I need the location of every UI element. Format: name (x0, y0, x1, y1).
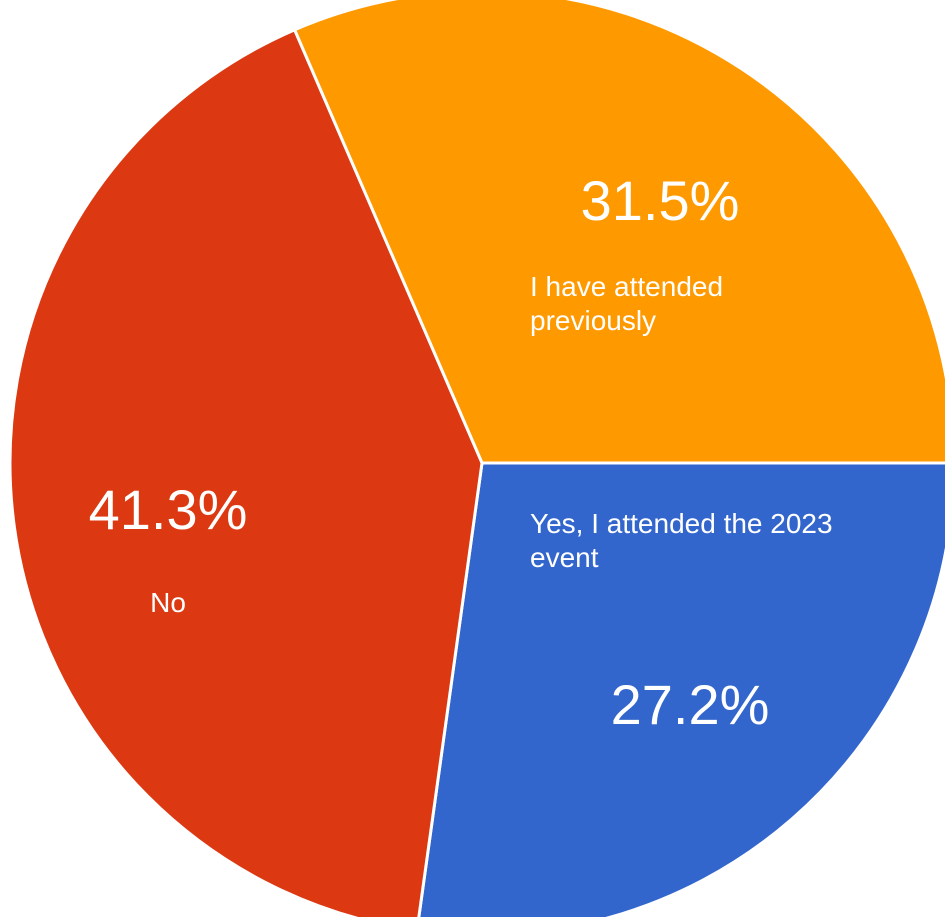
slice-percent-label-previously: 31.5% (581, 169, 740, 232)
slice-percent-label-no: 41.3% (89, 478, 248, 541)
slice-category-label-2023-line-2: event (530, 542, 599, 573)
slice-category-label-previously-line-1: I have attended (530, 271, 723, 302)
slice-category-label-no: No (150, 587, 186, 618)
pie-slice-2023 (417, 461, 945, 917)
pie-slice-no (8, 28, 484, 917)
pie-slice-previously (293, 0, 945, 465)
slice-percent-label-2023: 27.2% (611, 673, 770, 736)
slice-category-label-previously: I have attended previously (530, 271, 731, 336)
pie-slices (8, 0, 945, 917)
slice-category-label-previously-line-2: previously (530, 305, 656, 336)
slice-category-label-2023: Yes, I attended the 2023 event (530, 508, 840, 573)
slice-category-label-2023-line-1: Yes, I attended the 2023 (530, 508, 833, 539)
